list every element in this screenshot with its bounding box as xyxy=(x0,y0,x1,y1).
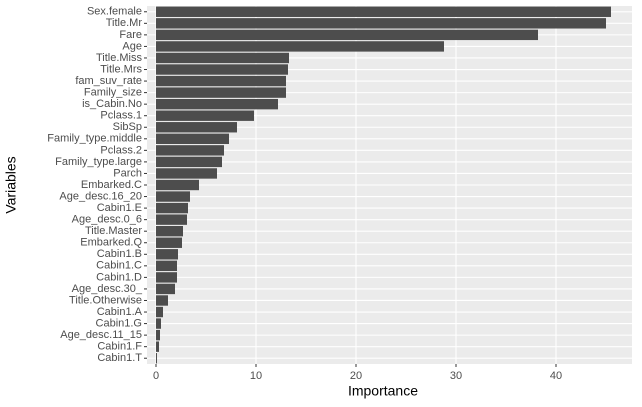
y-tick-label: Cabin1.F xyxy=(97,341,142,353)
y-tick-label: Pclass.1 xyxy=(100,110,142,122)
y-tick-label: Title.Miss xyxy=(96,52,143,64)
bar xyxy=(156,306,163,318)
x-tick-label: 0 xyxy=(153,370,159,382)
y-tick-label: Title.Mrs xyxy=(100,63,142,75)
y-tick-label: Cabin1.E xyxy=(97,202,142,214)
bar xyxy=(156,122,237,133)
bar xyxy=(156,214,187,225)
bar xyxy=(156,295,168,306)
bar xyxy=(156,237,182,248)
y-tick-label: Age_desc.0_6 xyxy=(72,214,142,226)
y-tick-label: Title.Mr xyxy=(106,17,143,29)
bar xyxy=(156,179,199,191)
x-tick-label: 10 xyxy=(250,370,262,382)
y-tick-label: Sex.female xyxy=(87,6,142,18)
bar xyxy=(156,260,177,272)
y-tick-label: Family_type.middle xyxy=(47,133,142,145)
bar xyxy=(156,133,229,145)
bar xyxy=(156,353,157,364)
bar xyxy=(156,29,538,41)
bar xyxy=(156,145,224,156)
bar xyxy=(156,202,188,214)
y-tick-label: Cabin1.G xyxy=(96,317,142,329)
y-tick-label: SibSp xyxy=(113,121,142,133)
y-tick-label: Cabin1.D xyxy=(96,271,142,283)
y-tick-label: Family_size xyxy=(84,87,142,99)
bar xyxy=(156,225,183,237)
bar xyxy=(156,168,217,179)
bar xyxy=(156,41,444,52)
bar xyxy=(156,341,159,352)
y-tick-label: Age_desc.30_ xyxy=(72,283,143,295)
bar xyxy=(156,98,278,110)
y-tick-label: Cabin1.C xyxy=(96,260,142,272)
bar xyxy=(156,75,286,87)
bar xyxy=(156,156,222,168)
y-tick-label: Age_desc.11_15 xyxy=(60,329,142,341)
bar xyxy=(156,87,286,98)
y-axis-title: Variables xyxy=(3,156,19,213)
y-tick-label: Pclass.2 xyxy=(100,144,142,156)
y-tick-label: Family_type.large xyxy=(55,156,142,168)
bar xyxy=(156,283,175,295)
y-tick-label: fam_suv_rate xyxy=(75,75,142,87)
bar xyxy=(156,272,177,283)
y-tick-label: Cabin1.A xyxy=(97,306,143,318)
x-axis-title: Importance xyxy=(348,383,418,399)
bar xyxy=(156,329,160,341)
bar xyxy=(156,18,606,29)
bar xyxy=(156,52,289,64)
y-tick-label: Cabin1.T xyxy=(97,352,142,364)
y-tick-label: Embarked.C xyxy=(81,179,142,191)
x-tick-label: 20 xyxy=(350,370,362,382)
y-tick-label: Cabin1.B xyxy=(97,248,142,260)
bar xyxy=(156,110,254,121)
bar xyxy=(156,249,178,260)
bar xyxy=(156,6,611,17)
y-tick-label: Fare xyxy=(119,29,142,41)
y-tick-label: Embarked.Q xyxy=(80,237,142,249)
y-tick-label: is_Cabin.No xyxy=(82,98,142,110)
bar xyxy=(156,191,190,202)
y-tick-label: Age_desc.16_20 xyxy=(59,190,142,202)
x-tick-label: 40 xyxy=(550,370,562,382)
bar xyxy=(156,64,288,75)
y-tick-label: Title.Otherwise xyxy=(69,294,142,306)
bar xyxy=(156,318,161,329)
y-tick-label: Title.Master xyxy=(85,225,142,237)
x-tick-label: 30 xyxy=(450,370,462,382)
y-tick-label: Age xyxy=(122,40,142,52)
y-tick-label: Parch xyxy=(113,167,142,179)
